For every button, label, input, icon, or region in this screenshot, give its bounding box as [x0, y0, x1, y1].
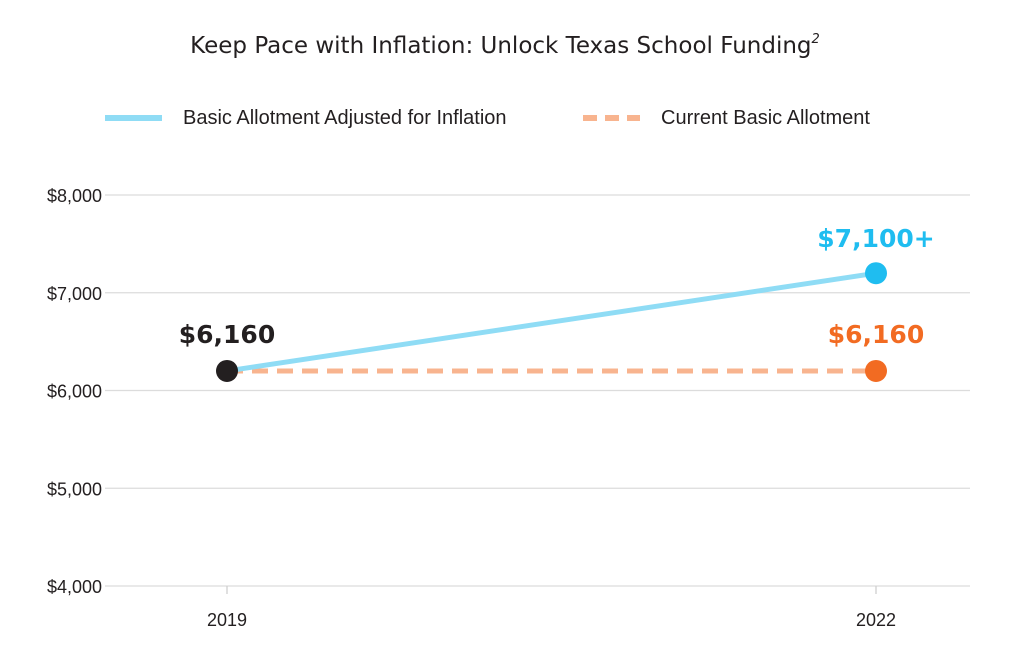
chart-title: Keep Pace with Inflation: Unlock Texas S…	[190, 32, 820, 59]
x-tick-label: 2019	[207, 610, 247, 630]
y-tick-label: $8,000	[47, 186, 102, 206]
legend: Basic Allotment Adjusted for Inflation C…	[105, 107, 870, 129]
y-tick-label: $4,000	[47, 577, 102, 597]
point-2019	[216, 359, 238, 382]
x-tick-label: 2022	[856, 610, 896, 630]
y-tick-label: $6,000	[47, 382, 102, 402]
data-label: $6,160	[179, 320, 275, 349]
y-tick-label: $5,000	[47, 479, 102, 499]
data-label: $6,160	[828, 320, 924, 349]
data-label: $7,100+	[817, 224, 934, 253]
legend-label-current: Current Basic Allotment	[661, 107, 870, 129]
y-tick-label: $7,000	[47, 284, 102, 304]
title-superscript: 2	[812, 32, 820, 47]
legend-label-inflation: Basic Allotment Adjusted for Inflation	[183, 107, 507, 129]
point-2022-inflation	[865, 262, 887, 285]
point-2022-current	[865, 359, 887, 382]
series-line-inflation	[226, 270, 877, 374]
